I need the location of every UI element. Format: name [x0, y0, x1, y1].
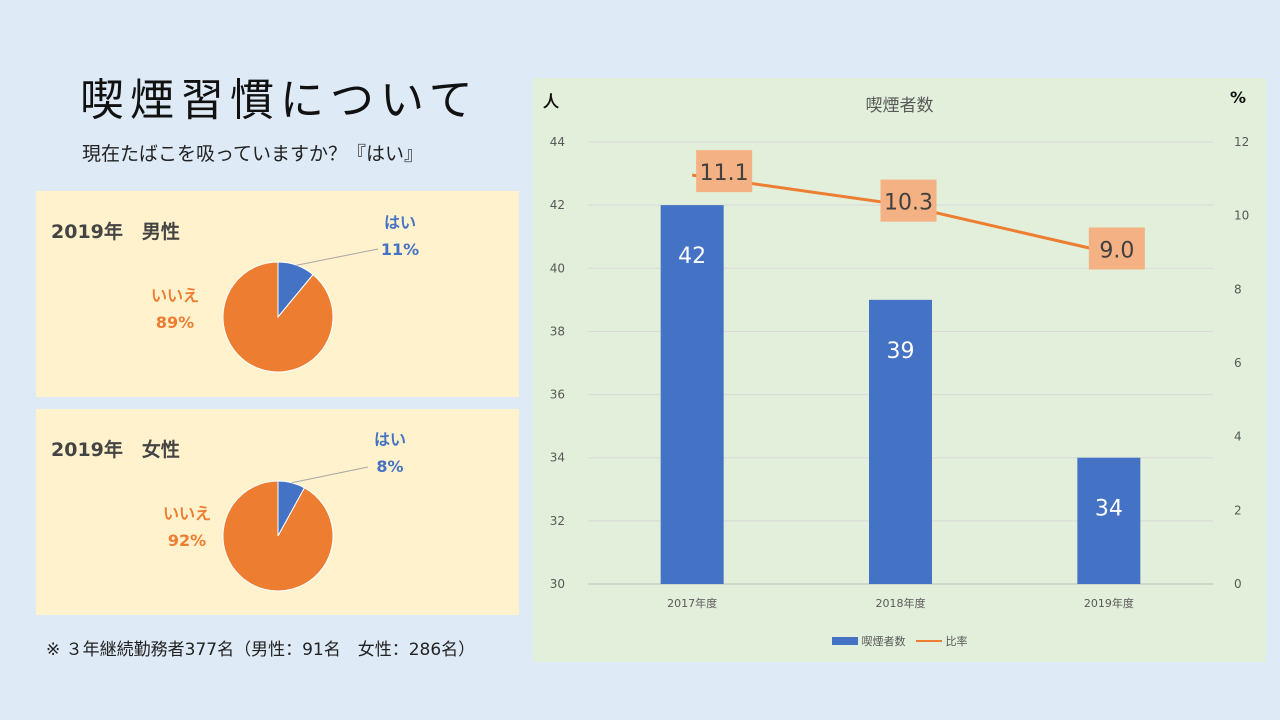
left-axis-tick-label: 42	[550, 198, 565, 212]
ratio-label-box	[696, 150, 753, 193]
ratio-data-label: 9.0	[1099, 239, 1134, 264]
category-label: 2019年度	[1084, 596, 1134, 610]
bar-data-label: 42	[678, 244, 706, 269]
female-pie-slice-1	[222, 480, 334, 592]
male-yes-percent: 11%	[380, 240, 420, 259]
right-axis-unit: %	[1230, 88, 1247, 107]
female-no-percent: 92%	[167, 531, 207, 550]
male-pie-leader-line	[296, 248, 379, 266]
chart-title: 喫煙者数	[865, 96, 934, 116]
female-pie-chart	[222, 466, 369, 592]
right-axis-tick-label: 6	[1234, 356, 1242, 370]
slide-title: 喫煙習慣について	[80, 75, 479, 126]
bar-data-label: 39	[887, 339, 915, 364]
male-no-label: いいえ	[150, 286, 199, 305]
legend-bar-swatch	[831, 637, 858, 645]
right-axis-tick-label: 4	[1234, 430, 1242, 444]
chart-legend: 喫煙者数 比率	[533, 633, 1266, 649]
legend-line-label: 比率	[945, 635, 968, 648]
male-pie-slice-1	[222, 261, 334, 373]
left-axis-tick-label: 30	[550, 577, 565, 591]
ratio-data-label: 11.1	[700, 161, 749, 186]
female-yes-percent: 8%	[376, 457, 404, 476]
ratio-label-box	[880, 179, 937, 222]
legend-bar-label: 喫煙者数	[861, 635, 906, 648]
bar-2018年度	[869, 299, 932, 584]
bar-2019年度	[1077, 457, 1141, 584]
category-label: 2018年度	[876, 596, 926, 610]
combo-chart-plot: 30 32 34 36 38 40 42 44 0 2 4 6 8 10 12 42 39 34 2017年度 201…	[550, 135, 1250, 610]
legend-item-bar: 喫煙者数	[831, 633, 906, 649]
footnote: ※ ３年継続勤務者377名（男性：91名 女性：286名）	[46, 640, 476, 660]
right-axis-tick-label: 12	[1234, 135, 1249, 149]
left-axis-tick-label: 36	[550, 388, 565, 402]
right-axis-tick-label: 10	[1234, 209, 1249, 223]
female-pie-leader-line	[291, 466, 369, 484]
slide-subtitle: 現在たばこを吸っていますか？『はい』	[82, 143, 424, 165]
male-yes-label: はい	[383, 213, 416, 232]
female-pie-panel: 2019年 女性 はい 8% いいえ 92%	[36, 409, 519, 615]
left-axis-unit: 人	[543, 92, 560, 111]
female-yes-label: はい	[373, 430, 406, 449]
bar-data-label: 34	[1095, 497, 1123, 522]
legend-line-swatch	[915, 640, 942, 642]
ratio-data-label: 10.3	[884, 191, 933, 216]
smokers-chart-area: 人 % 喫煙者数 30 32 34 36 38 40 42 44 0 2 4 6 8 10 12 42 39 34…	[533, 78, 1266, 662]
legend-item-line: 比率	[915, 633, 968, 649]
left-axis-tick-label: 34	[550, 451, 565, 465]
male-pie-chart	[222, 248, 379, 373]
left-axis-tick-label: 40	[550, 261, 565, 275]
right-axis-tick-label: 0	[1234, 577, 1242, 591]
right-axis-tick-label: 8	[1234, 282, 1242, 296]
bar-2017年度	[660, 205, 724, 584]
left-axis-tick-label: 32	[550, 514, 565, 528]
female-no-label: いいえ	[162, 504, 211, 523]
male-pie-panel: 2019年 男性 はい 11% いいえ 89%	[36, 191, 519, 397]
pie-title-female: 2019年 女性	[51, 439, 180, 461]
male-no-percent: 89%	[155, 313, 195, 332]
left-axis-tick-label: 44	[550, 135, 565, 149]
left-axis-tick-label: 38	[550, 324, 565, 338]
right-axis-tick-label: 2	[1234, 503, 1242, 517]
pie-title-male: 2019年 男性	[51, 221, 180, 243]
ratio-label-box	[1088, 227, 1145, 270]
category-label: 2017年度	[667, 596, 717, 610]
